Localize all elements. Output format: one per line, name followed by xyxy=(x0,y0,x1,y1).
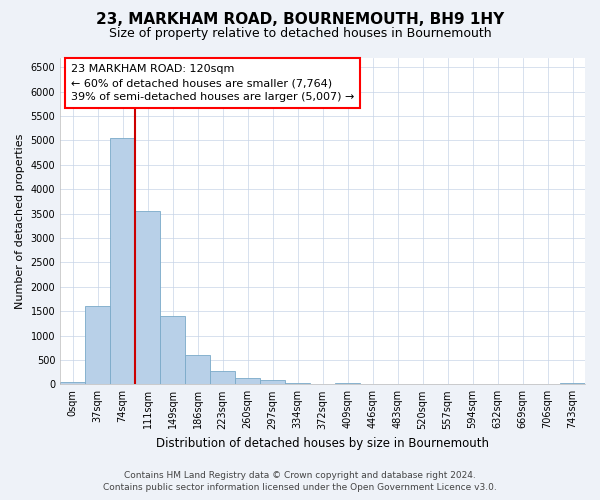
Bar xyxy=(210,370,235,384)
Text: 23 MARKHAM ROAD: 120sqm
← 60% of detached houses are smaller (7,764)
39% of semi: 23 MARKHAM ROAD: 120sqm ← 60% of detache… xyxy=(71,64,354,102)
Bar xyxy=(235,378,260,384)
Bar xyxy=(135,211,160,384)
Bar xyxy=(110,138,135,384)
Bar xyxy=(85,306,110,384)
Bar xyxy=(185,355,210,384)
Y-axis label: Number of detached properties: Number of detached properties xyxy=(15,133,25,308)
Bar xyxy=(160,316,185,384)
X-axis label: Distribution of detached houses by size in Bournemouth: Distribution of detached houses by size … xyxy=(156,437,489,450)
Bar xyxy=(285,383,310,384)
Bar xyxy=(260,380,285,384)
Text: 23, MARKHAM ROAD, BOURNEMOUTH, BH9 1HY: 23, MARKHAM ROAD, BOURNEMOUTH, BH9 1HY xyxy=(96,12,504,28)
Text: Size of property relative to detached houses in Bournemouth: Size of property relative to detached ho… xyxy=(109,28,491,40)
Text: Contains HM Land Registry data © Crown copyright and database right 2024.
Contai: Contains HM Land Registry data © Crown c… xyxy=(103,471,497,492)
Bar xyxy=(60,382,85,384)
